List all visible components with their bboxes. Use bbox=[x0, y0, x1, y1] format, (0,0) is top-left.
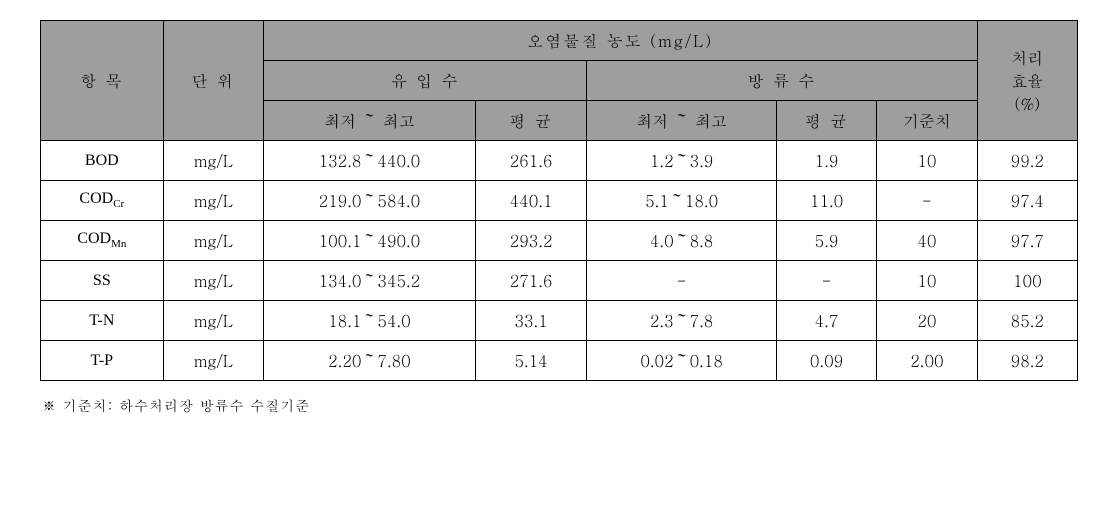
cell-out-range: 2.3～7.8 bbox=[587, 301, 777, 341]
table-body: BODmg/L132.8～440.0261.61.2～3.91.91099.2C… bbox=[41, 141, 1078, 381]
header-standard: 기준치 bbox=[877, 101, 977, 141]
cell-item: SS bbox=[41, 261, 164, 301]
header-out-avg: 평 균 bbox=[776, 101, 876, 141]
cell-out-range: 0.02～0.18 bbox=[587, 341, 777, 381]
cell-out-range: 1.2～3.9 bbox=[587, 141, 777, 181]
cell-standard: - bbox=[877, 181, 977, 221]
cell-efficiency: 85.2 bbox=[977, 301, 1077, 341]
cell-out-avg: 4.7 bbox=[776, 301, 876, 341]
cell-standard: 10 bbox=[877, 261, 977, 301]
table-row: T-Nmg/L18.1～54.033.12.3～7.84.72085.2 bbox=[41, 301, 1078, 341]
cell-item: CODMn bbox=[41, 221, 164, 261]
header-item: 항 목 bbox=[41, 21, 164, 141]
header-influent-group: 유 입 수 bbox=[263, 61, 586, 101]
cell-standard: 20 bbox=[877, 301, 977, 341]
table-row: CODMnmg/L100.1～490.0293.24.0～8.85.94097.… bbox=[41, 221, 1078, 261]
cell-unit: mg/L bbox=[163, 181, 263, 221]
cell-in-range: 134.0～345.2 bbox=[263, 261, 475, 301]
table-row: T-Pmg/L2.20～7.805.140.02～0.180.092.0098.… bbox=[41, 341, 1078, 381]
header-in-avg: 평 균 bbox=[475, 101, 587, 141]
cell-out-avg: 11.0 bbox=[776, 181, 876, 221]
cell-in-range: 219.0～584.0 bbox=[263, 181, 475, 221]
cell-unit: mg/L bbox=[163, 261, 263, 301]
cell-standard: 2.00 bbox=[877, 341, 977, 381]
cell-efficiency: 100 bbox=[977, 261, 1077, 301]
cell-out-range: 4.0～8.8 bbox=[587, 221, 777, 261]
header-effluent-group: 방 류 수 bbox=[587, 61, 977, 101]
header-out-range: 최저 ～ 최고 bbox=[587, 101, 777, 141]
cell-out-avg: 0.09 bbox=[776, 341, 876, 381]
header-unit: 단 위 bbox=[163, 21, 263, 141]
cell-out-range: 5.1～18.0 bbox=[587, 181, 777, 221]
table-header: 항 목 단 위 오염물질 농도 (mg/L) 처리 효율 (%) 유 입 수 방… bbox=[41, 21, 1078, 141]
cell-efficiency: 98.2 bbox=[977, 341, 1077, 381]
cell-unit: mg/L bbox=[163, 341, 263, 381]
cell-item: BOD bbox=[41, 141, 164, 181]
cell-item: T-N bbox=[41, 301, 164, 341]
wastewater-quality-table: 항 목 단 위 오염물질 농도 (mg/L) 처리 효율 (%) 유 입 수 방… bbox=[40, 20, 1078, 381]
cell-in-avg: 33.1 bbox=[475, 301, 587, 341]
cell-efficiency: 97.4 bbox=[977, 181, 1077, 221]
footnote: ※ 기준치: 하수처리장 방류수 수질기준 bbox=[42, 395, 1078, 415]
table-row: CODCrmg/L219.0～584.0440.15.1～18.011.0-97… bbox=[41, 181, 1078, 221]
cell-efficiency: 99.2 bbox=[977, 141, 1077, 181]
cell-efficiency: 97.7 bbox=[977, 221, 1077, 261]
cell-item: T-P bbox=[41, 341, 164, 381]
cell-standard: 10 bbox=[877, 141, 977, 181]
cell-in-avg: 440.1 bbox=[475, 181, 587, 221]
cell-in-range: 100.1～490.0 bbox=[263, 221, 475, 261]
header-concentration-group: 오염물질 농도 (mg/L) bbox=[263, 21, 977, 61]
header-in-range: 최저 ～ 최고 bbox=[263, 101, 475, 141]
cell-out-avg: 5.9 bbox=[776, 221, 876, 261]
cell-unit: mg/L bbox=[163, 221, 263, 261]
header-efficiency: 처리 효율 (%) bbox=[977, 21, 1077, 141]
cell-in-avg: 293.2 bbox=[475, 221, 587, 261]
table-row: SSmg/L134.0～345.2271.6--10100 bbox=[41, 261, 1078, 301]
cell-out-range: - bbox=[587, 261, 777, 301]
cell-standard: 40 bbox=[877, 221, 977, 261]
cell-in-avg: 261.6 bbox=[475, 141, 587, 181]
cell-in-range: 2.20～7.80 bbox=[263, 341, 475, 381]
cell-in-avg: 271.6 bbox=[475, 261, 587, 301]
cell-in-range: 132.8～440.0 bbox=[263, 141, 475, 181]
cell-unit: mg/L bbox=[163, 301, 263, 341]
cell-out-avg: - bbox=[776, 261, 876, 301]
table-row: BODmg/L132.8～440.0261.61.2～3.91.91099.2 bbox=[41, 141, 1078, 181]
cell-in-avg: 5.14 bbox=[475, 341, 587, 381]
cell-in-range: 18.1～54.0 bbox=[263, 301, 475, 341]
cell-item: CODCr bbox=[41, 181, 164, 221]
cell-unit: mg/L bbox=[163, 141, 263, 181]
cell-out-avg: 1.9 bbox=[776, 141, 876, 181]
